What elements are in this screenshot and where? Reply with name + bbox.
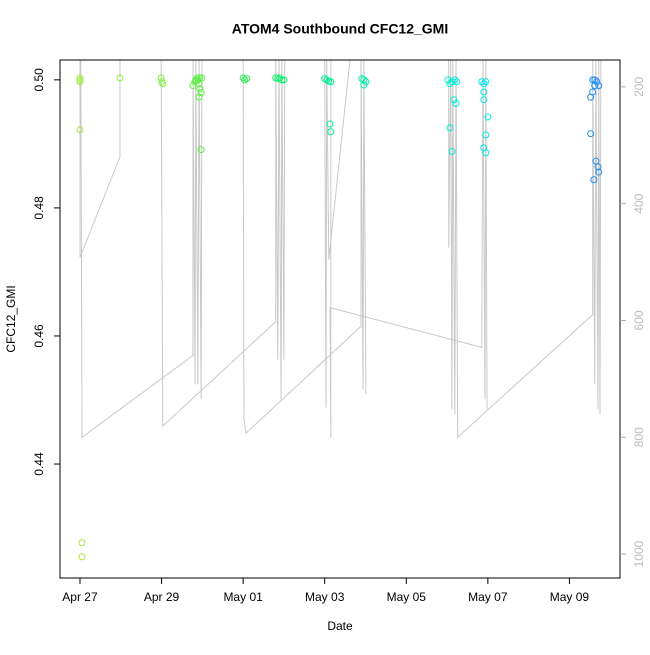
data-point <box>76 76 84 84</box>
data-point <box>197 89 205 97</box>
data-point <box>595 82 603 90</box>
data-point <box>278 76 286 84</box>
data-point <box>196 85 204 93</box>
data-point <box>198 74 206 82</box>
data-point <box>478 78 486 86</box>
data-point <box>189 82 197 90</box>
data-point <box>194 76 202 84</box>
data-point <box>76 74 84 82</box>
data-point <box>326 120 334 128</box>
data-point <box>327 128 335 136</box>
y2-tick-label: 400 <box>632 193 646 213</box>
y-axis-label: CFC12_GMI <box>4 285 18 352</box>
data-point <box>451 76 459 84</box>
data-point <box>587 130 595 138</box>
data-point <box>590 176 598 184</box>
data-point <box>159 80 167 88</box>
data-point <box>78 553 86 561</box>
y2-tick-label: 600 <box>632 310 646 330</box>
data-point <box>360 76 368 84</box>
y-tick-label: 0.50 <box>32 68 46 92</box>
data-point <box>76 126 84 134</box>
y2-tick-label: 1000 <box>632 540 646 567</box>
y2-tick-label: 800 <box>632 427 646 447</box>
data-point <box>197 146 205 154</box>
data-point <box>453 78 461 86</box>
plot-area <box>76 60 603 561</box>
y2-tick-label: 200 <box>632 77 646 97</box>
data-point <box>480 96 488 104</box>
data-point <box>595 168 603 176</box>
data-point <box>276 74 284 82</box>
data-point <box>591 76 599 84</box>
x-tick-label: May 09 <box>550 590 590 604</box>
data-point <box>195 93 203 101</box>
data-point <box>448 148 456 156</box>
x-tick-label: May 05 <box>387 590 427 604</box>
y-tick-label: 0.48 <box>32 196 46 220</box>
data-point <box>482 131 490 139</box>
data-point <box>327 78 335 86</box>
data-point <box>78 539 86 547</box>
data-point <box>446 80 454 88</box>
data-point <box>450 96 458 104</box>
data-point <box>76 78 84 86</box>
data-point <box>484 113 492 121</box>
data-point <box>482 149 490 157</box>
plot-frame <box>59 59 621 579</box>
chart-title: ATOM4 Southbound CFC12_GMI <box>232 21 448 37</box>
data-point <box>594 163 602 171</box>
data-point <box>280 76 288 84</box>
x-tick-label: May 03 <box>305 590 345 604</box>
data-point <box>482 78 490 86</box>
data-point <box>360 81 368 89</box>
x-tick-label: Apr 29 <box>144 590 180 604</box>
y-tick-label: 0.44 <box>32 452 46 476</box>
data-point <box>196 74 204 82</box>
x-tick-label: May 07 <box>468 590 508 604</box>
y-tick-label: 0.46 <box>32 324 46 348</box>
data-point <box>589 88 597 96</box>
data-point <box>446 124 454 132</box>
data-point <box>239 74 247 82</box>
data-point <box>593 78 601 86</box>
data-point <box>452 100 460 108</box>
data-point <box>116 74 124 82</box>
data-point <box>444 76 452 84</box>
x-axis-label: Date <box>327 619 353 633</box>
data-point <box>243 75 251 83</box>
data-point <box>480 88 488 96</box>
data-point <box>589 76 597 84</box>
x-tick-label: May 01 <box>223 590 263 604</box>
pressure-line <box>79 60 602 439</box>
x-tick-label: Apr 27 <box>62 590 98 604</box>
data-point <box>480 80 488 88</box>
